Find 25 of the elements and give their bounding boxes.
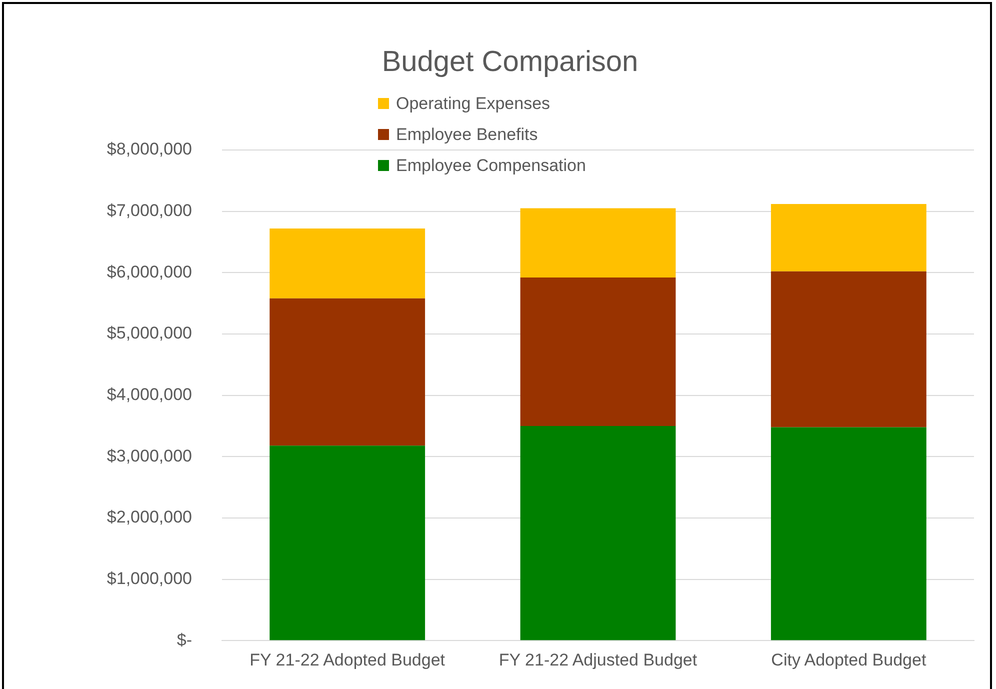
bar [520, 278, 676, 426]
x-tick-label: City Adopted Budget [771, 650, 926, 670]
x-tick-label: FY 21-22 Adjusted Budget [498, 650, 698, 670]
bar [520, 426, 676, 640]
y-tick-label: $6,000,000 [106, 262, 192, 282]
x-tick-label: FY 21-22 Adopted Budget [250, 650, 446, 670]
y-tick-label: $2,000,000 [106, 508, 192, 527]
legend-label: Operating Expenses [396, 94, 550, 114]
y-tick-label: $4,000,000 [106, 384, 192, 404]
bar [770, 204, 926, 272]
bar [520, 208, 676, 278]
legend-label: Employee Benefits [396, 124, 538, 144]
y-tick-label: $- [176, 630, 192, 650]
chart-title: Budget Comparison [380, 46, 640, 79]
y-tick-label: $1,000,000 [106, 568, 192, 588]
bar [270, 298, 426, 446]
y-tick-label: $7,000,000 [106, 201, 192, 220]
y-tick-label: $8,000,000 [106, 140, 192, 159]
bar [270, 228, 426, 298]
y-tick-label: $5,000,000 [106, 324, 192, 343]
legend-label: Employee Compensation [396, 156, 586, 176]
y-tick-label: $3,000,000 [106, 446, 192, 466]
bar [270, 446, 426, 640]
bar [770, 427, 926, 640]
bar [770, 271, 926, 428]
